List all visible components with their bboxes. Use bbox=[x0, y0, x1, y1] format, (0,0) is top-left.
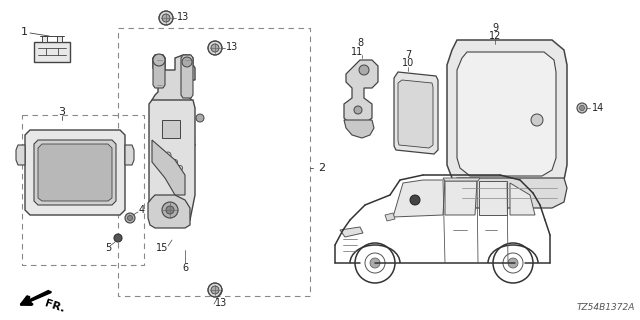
Text: 3: 3 bbox=[58, 107, 65, 117]
Polygon shape bbox=[42, 36, 47, 42]
Polygon shape bbox=[125, 145, 134, 165]
Circle shape bbox=[125, 213, 135, 223]
Circle shape bbox=[162, 14, 170, 22]
Circle shape bbox=[114, 234, 122, 242]
Polygon shape bbox=[34, 140, 116, 205]
Circle shape bbox=[166, 206, 174, 214]
Text: 4: 4 bbox=[139, 205, 145, 215]
Circle shape bbox=[579, 106, 584, 110]
Text: 12: 12 bbox=[489, 31, 501, 41]
Circle shape bbox=[211, 44, 219, 52]
Polygon shape bbox=[443, 178, 480, 181]
Polygon shape bbox=[385, 213, 395, 221]
Polygon shape bbox=[479, 181, 507, 215]
Polygon shape bbox=[445, 181, 477, 215]
Circle shape bbox=[370, 258, 380, 268]
Text: FR.: FR. bbox=[43, 298, 65, 314]
Polygon shape bbox=[16, 145, 25, 165]
Circle shape bbox=[127, 215, 132, 220]
Polygon shape bbox=[344, 120, 374, 138]
Polygon shape bbox=[38, 144, 112, 201]
Circle shape bbox=[211, 286, 219, 294]
Text: 13: 13 bbox=[226, 42, 238, 52]
Text: 13: 13 bbox=[177, 12, 189, 22]
Text: 2: 2 bbox=[318, 163, 325, 173]
Polygon shape bbox=[510, 183, 535, 215]
Circle shape bbox=[162, 202, 178, 218]
Text: 13: 13 bbox=[215, 298, 227, 308]
Polygon shape bbox=[34, 42, 70, 62]
Polygon shape bbox=[398, 80, 433, 148]
Text: 10: 10 bbox=[402, 58, 414, 68]
Polygon shape bbox=[153, 55, 165, 88]
Text: 15: 15 bbox=[156, 243, 168, 253]
Polygon shape bbox=[181, 55, 193, 98]
Text: 11: 11 bbox=[351, 47, 363, 57]
Circle shape bbox=[508, 258, 518, 268]
Circle shape bbox=[153, 54, 165, 66]
Circle shape bbox=[531, 114, 543, 126]
Circle shape bbox=[577, 103, 587, 113]
Circle shape bbox=[208, 41, 222, 55]
Polygon shape bbox=[344, 60, 378, 124]
Text: 6: 6 bbox=[182, 263, 188, 273]
Circle shape bbox=[359, 65, 369, 75]
Text: 5: 5 bbox=[105, 243, 111, 253]
Circle shape bbox=[196, 114, 204, 122]
Text: 7: 7 bbox=[405, 50, 411, 60]
Polygon shape bbox=[393, 180, 445, 217]
Polygon shape bbox=[152, 55, 195, 220]
Polygon shape bbox=[447, 178, 567, 208]
Polygon shape bbox=[57, 36, 62, 42]
Polygon shape bbox=[25, 130, 125, 215]
Polygon shape bbox=[447, 40, 567, 188]
Text: 9: 9 bbox=[492, 23, 498, 33]
Circle shape bbox=[182, 57, 192, 67]
Text: TZ54B1372A: TZ54B1372A bbox=[577, 303, 635, 312]
Polygon shape bbox=[340, 227, 363, 237]
Polygon shape bbox=[149, 100, 195, 220]
Circle shape bbox=[354, 106, 362, 114]
Polygon shape bbox=[152, 140, 185, 195]
Polygon shape bbox=[148, 195, 190, 228]
Circle shape bbox=[159, 11, 173, 25]
Circle shape bbox=[208, 283, 222, 297]
Polygon shape bbox=[457, 52, 556, 176]
Text: 1: 1 bbox=[20, 27, 28, 37]
Text: 8: 8 bbox=[357, 38, 363, 48]
Circle shape bbox=[410, 195, 420, 205]
Polygon shape bbox=[162, 120, 180, 138]
Polygon shape bbox=[394, 72, 438, 154]
Text: 14: 14 bbox=[592, 103, 604, 113]
